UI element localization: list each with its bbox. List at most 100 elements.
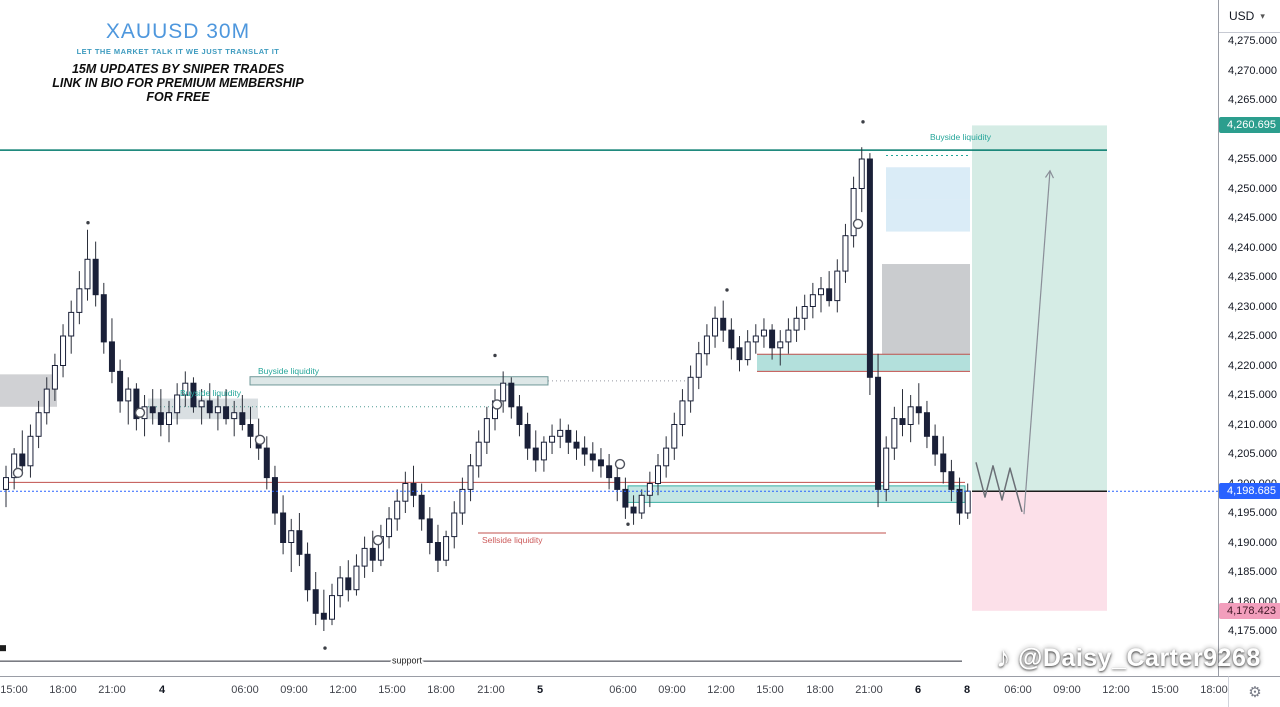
candle [76, 288, 83, 313]
candle [231, 412, 238, 420]
candle [589, 453, 596, 461]
circle-marker[interactable] [491, 399, 503, 410]
time-label: 18:00 [806, 684, 834, 696]
time-label: 18:00 [427, 684, 455, 696]
candle [467, 465, 474, 490]
time-label: 21:00 [98, 684, 126, 696]
dot-marker [493, 353, 497, 358]
candle [777, 341, 784, 349]
circle-marker[interactable] [614, 458, 626, 470]
dot-marker [86, 221, 90, 225]
price-tick: 4,190.000 [1228, 536, 1277, 549]
time-axis[interactable]: 15:00 18:00 21:00 4 06:00 09:00 12:00 15:00 18:0… [0, 676, 1228, 707]
candle [43, 388, 50, 414]
circle-marker[interactable] [852, 218, 864, 230]
candle [434, 542, 441, 561]
time-label: 5 [536, 684, 544, 696]
time-label: 06:00 [231, 684, 259, 696]
time-label: 4 [158, 684, 166, 696]
candle [361, 547, 368, 567]
candle [842, 235, 849, 272]
candle [728, 329, 735, 349]
candle [500, 382, 507, 402]
currency-selector[interactable]: USD ▾ [1219, 0, 1280, 33]
candle [712, 317, 719, 337]
candle [100, 294, 107, 343]
w-zigzag-drawing[interactable] [975, 462, 1023, 513]
chart-label: Buyside liquidity [930, 132, 992, 142]
markers [0, 120, 865, 652]
candle [11, 453, 18, 479]
price-tick: 4,215.000 [1228, 389, 1277, 401]
price-tick: 4,220.000 [1228, 359, 1277, 372]
candle [288, 530, 295, 544]
candle [296, 530, 303, 555]
candle [271, 477, 278, 514]
price-tick: 4,255.000 [1228, 153, 1277, 165]
candle [549, 435, 556, 443]
circle-marker[interactable] [254, 434, 266, 446]
time-label: 09:00 [658, 684, 686, 696]
candle [826, 288, 833, 302]
candle [557, 429, 564, 437]
chart-label: Sellside liquidity [482, 535, 543, 545]
candle [174, 394, 181, 414]
chart-label: Buyside liquidity [180, 388, 242, 398]
price-tick: 4,240.000 [1228, 241, 1277, 254]
time-label: 15:00 [378, 684, 406, 696]
circle-marker[interactable] [372, 534, 384, 546]
circle-marker[interactable] [134, 407, 146, 418]
candle [540, 441, 547, 461]
zone-teal-flip[interactable] [757, 354, 970, 372]
candle [125, 388, 132, 402]
candle [532, 447, 539, 461]
currency-label: USD [1229, 9, 1255, 23]
candle [655, 465, 661, 484]
candle [785, 329, 792, 343]
candle [51, 365, 58, 390]
candle [565, 429, 572, 443]
zone-cyan-fvg-lower[interactable] [886, 199, 970, 232]
candlestick-chart[interactable]: Buyside liquidity Buyside liquidity Buysid… [0, 0, 1218, 676]
candle [19, 453, 26, 467]
candle [597, 459, 604, 467]
candle [108, 341, 115, 372]
candle [687, 376, 694, 402]
zone-demand[interactable] [627, 485, 966, 503]
candle [614, 477, 621, 490]
price-tick: 4,245.000 [1228, 212, 1277, 224]
settings-gear-icon[interactable]: ⚙ [1248, 684, 1262, 701]
candle [345, 577, 352, 591]
candle [899, 418, 906, 426]
time-label: 18:00 [1200, 684, 1228, 696]
candle [516, 406, 523, 425]
price-tick: 4,270.000 [1228, 64, 1277, 77]
candle [353, 565, 360, 591]
zone-cyan-fvg-upper[interactable] [886, 167, 970, 200]
price-tick: 4,250.000 [1228, 182, 1277, 195]
time-label: 09:00 [280, 684, 308, 696]
candle [606, 465, 613, 479]
zone-gray-supply[interactable] [882, 264, 970, 355]
candle [35, 412, 42, 437]
circle-marker[interactable] [12, 467, 24, 479]
price-axis[interactable]: 4,275.000 4,270.000 4,265.000 4,255.000 4,25… [1218, 0, 1280, 676]
up-arrow-drawing[interactable] [1023, 169, 1055, 515]
candle [622, 488, 629, 508]
candle [418, 494, 425, 520]
candle [581, 447, 588, 455]
candle [948, 471, 955, 490]
candle [451, 512, 458, 538]
candle [801, 306, 808, 319]
candle [834, 270, 841, 302]
candle [263, 447, 270, 479]
chart-label: Buyside liquidity [258, 366, 320, 376]
candle [369, 547, 376, 561]
candle [695, 353, 702, 378]
price-badge: 4,178.423 [1219, 602, 1280, 619]
zone-projection-risk[interactable] [972, 491, 1107, 611]
candle [646, 483, 653, 496]
candle [891, 418, 898, 449]
axis-settings[interactable]: ⚙ [1228, 676, 1280, 707]
